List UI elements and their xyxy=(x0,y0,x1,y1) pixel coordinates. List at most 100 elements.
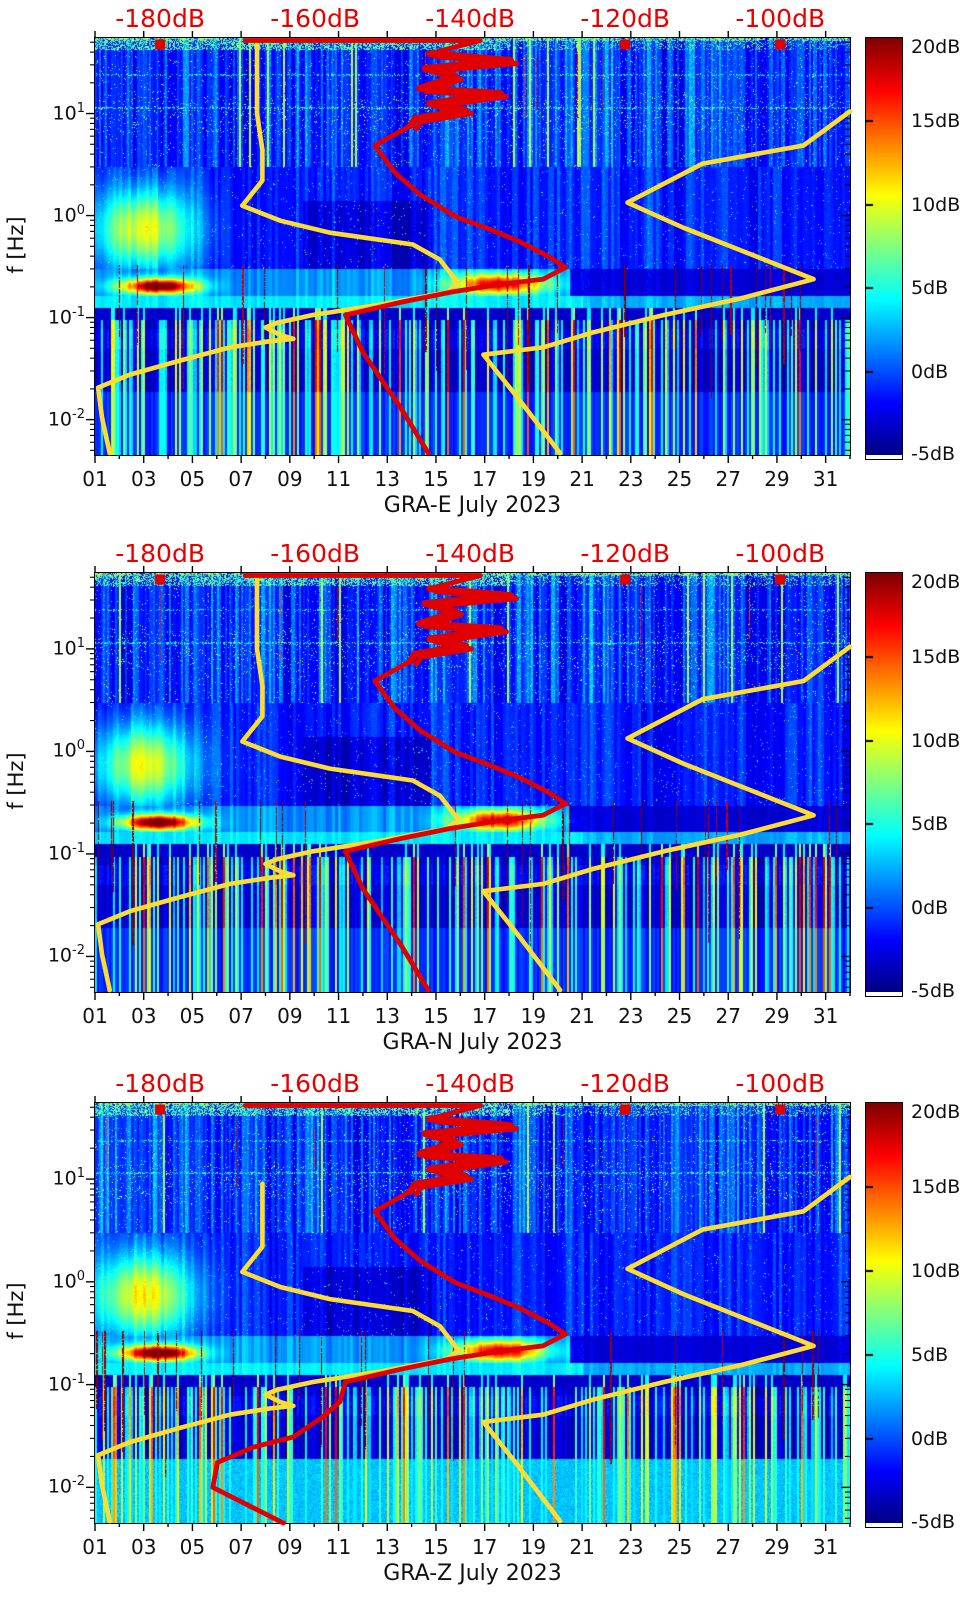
colorbar-label--5: -5dB xyxy=(911,980,956,1002)
colorbar-label--5: -5dB xyxy=(911,1511,956,1533)
colorbar-label-15: 15dB xyxy=(911,110,961,133)
colorbar-label-10: 10dB xyxy=(911,193,961,216)
x-tick-label-day-09: 09 xyxy=(277,1535,303,1559)
x-tick-label-day-07: 07 xyxy=(228,1535,254,1559)
x-tick-label-day-01: 01 xyxy=(82,467,108,491)
colorbar-gradient-gra-e xyxy=(866,38,902,455)
x-tick-label-day-23: 23 xyxy=(618,467,644,491)
top-axis-label--160: -160dB xyxy=(270,1069,361,1098)
x-tick-label-day-07: 07 xyxy=(228,1004,254,1028)
top-axis-label--140: -140dB xyxy=(425,1069,516,1098)
x-tick-label-day-17: 17 xyxy=(471,467,498,491)
colorbar-label-0: 0dB xyxy=(911,1428,949,1450)
x-tick-label-day-01: 01 xyxy=(82,1004,108,1028)
y-tick-label-10e0: 100 xyxy=(52,202,85,226)
x-tick-label-day-31: 31 xyxy=(812,467,839,491)
x-tick-label-day-09: 09 xyxy=(277,467,303,491)
spectrogram-image-gra-e xyxy=(95,38,850,455)
x-tick-label-day-17: 17 xyxy=(471,1535,498,1559)
x-tick-label-day-15: 15 xyxy=(423,467,449,491)
colorbar-gradient-gra-n xyxy=(866,573,902,992)
panel-title-gra-e: GRA-E July 2023 xyxy=(383,493,562,518)
y-tick-label-10e-1: 10-1 xyxy=(47,840,85,865)
x-tick-label-day-21: 21 xyxy=(569,1004,595,1028)
y-tick-label-10e-1: 10-1 xyxy=(47,304,85,328)
colorbar-label-10: 10dB xyxy=(911,729,961,752)
y-tick-label-10e1: 101 xyxy=(52,635,85,660)
x-tick-label-day-05: 05 xyxy=(179,467,206,491)
x-tick-label-day-29: 29 xyxy=(764,1004,790,1028)
x-tick-label-day-23: 23 xyxy=(618,1004,644,1028)
spectrogram-image-gra-z xyxy=(95,1103,850,1523)
colorbar-label-5: 5dB xyxy=(911,1344,949,1366)
top-axis-label--160: -160dB xyxy=(270,4,361,33)
y-tick-label-10e-2: 10-2 xyxy=(47,1474,85,1498)
colorbar-label-10: 10dB xyxy=(911,1260,961,1282)
x-tick-label-day-21: 21 xyxy=(569,467,595,491)
colorbar-label-20: 20dB xyxy=(911,36,961,58)
colorbar-gra-n xyxy=(865,572,903,997)
y-tick-label-10e-2: 10-2 xyxy=(47,943,85,967)
x-tick-label-day-27: 27 xyxy=(715,1004,741,1028)
spectrogram-plot-gra-z xyxy=(94,1102,851,1524)
y-tick-label-10e0: 100 xyxy=(52,738,85,762)
x-tick-label-day-03: 03 xyxy=(130,1535,157,1559)
y-tick-label-10e-2: 10-2 xyxy=(47,406,85,430)
x-tick-label-day-11: 11 xyxy=(325,1004,352,1028)
panel-title-gra-n: GRA-N July 2023 xyxy=(382,1030,563,1055)
colorbar-label-5: 5dB xyxy=(911,277,949,300)
x-tick-label-day-09: 09 xyxy=(277,1004,303,1028)
panel-title-gra-z: GRA-Z July 2023 xyxy=(383,1561,562,1586)
x-tick-label-day-29: 29 xyxy=(764,467,790,491)
x-tick-label-day-19: 19 xyxy=(520,1004,547,1028)
x-tick-label-day-03: 03 xyxy=(130,1004,157,1028)
x-tick-label-day-15: 15 xyxy=(423,1004,449,1028)
x-tick-label-day-29: 29 xyxy=(764,1535,790,1559)
colorbar-gra-z xyxy=(865,1102,903,1528)
x-tick-label-day-25: 25 xyxy=(666,1004,693,1028)
x-tick-label-day-31: 31 xyxy=(812,1535,839,1559)
x-tick-label-day-21: 21 xyxy=(569,1535,595,1559)
x-tick-label-day-05: 05 xyxy=(179,1004,206,1028)
colorbar-label-5: 5dB xyxy=(911,813,949,836)
colorbar-label--5: -5dB xyxy=(911,443,956,465)
x-tick-label-day-23: 23 xyxy=(618,1535,644,1559)
top-axis-label--100: -100dB xyxy=(735,1069,826,1098)
top-axis-label--120: -120dB xyxy=(580,1069,671,1098)
top-axis-label--100: -100dB xyxy=(735,4,826,33)
colorbar-gradient-gra-z xyxy=(866,1103,902,1523)
colorbar-label-0: 0dB xyxy=(911,897,949,920)
top-axis-label--180: -180dB xyxy=(115,1069,205,1098)
top-axis-label--100: -100dB xyxy=(735,539,826,568)
top-axis-label--120: -120dB xyxy=(580,4,671,33)
y-tick-label-10e1: 101 xyxy=(52,1166,85,1190)
x-tick-label-day-27: 27 xyxy=(715,467,741,491)
x-tick-label-day-25: 25 xyxy=(666,467,693,491)
x-tick-label-day-01: 01 xyxy=(82,1535,108,1559)
x-tick-label-day-13: 13 xyxy=(374,467,400,491)
colorbar-label-15: 15dB xyxy=(911,1176,961,1198)
x-tick-label-day-11: 11 xyxy=(325,467,352,491)
x-tick-label-day-03: 03 xyxy=(130,467,157,491)
x-tick-label-day-13: 13 xyxy=(374,1004,400,1028)
colorbar-gra-e xyxy=(865,37,903,460)
x-tick-label-day-27: 27 xyxy=(715,1535,741,1559)
top-axis-label--160: -160dB xyxy=(270,539,361,568)
spectrogram-image-gra-n xyxy=(95,573,850,992)
spectrogram-plot-gra-e xyxy=(94,37,851,456)
top-axis-label--140: -140dB xyxy=(425,539,516,568)
colorbar-label-20: 20dB xyxy=(911,1101,961,1123)
x-tick-label-day-19: 19 xyxy=(520,1535,547,1559)
y-tick-label-10e-1: 10-1 xyxy=(47,1371,85,1395)
y-tick-label-10e0: 100 xyxy=(52,1268,85,1293)
y-tick-label-10e1: 101 xyxy=(52,100,85,124)
x-tick-label-day-15: 15 xyxy=(423,1535,449,1559)
x-tick-label-day-07: 07 xyxy=(228,467,254,491)
x-tick-label-day-05: 05 xyxy=(179,1535,206,1559)
top-axis-label--180: -180dB xyxy=(115,4,205,33)
x-tick-label-day-31: 31 xyxy=(812,1004,839,1028)
x-tick-label-day-13: 13 xyxy=(374,1535,400,1559)
x-tick-label-day-19: 19 xyxy=(520,467,547,491)
colorbar-label-15: 15dB xyxy=(911,645,961,668)
